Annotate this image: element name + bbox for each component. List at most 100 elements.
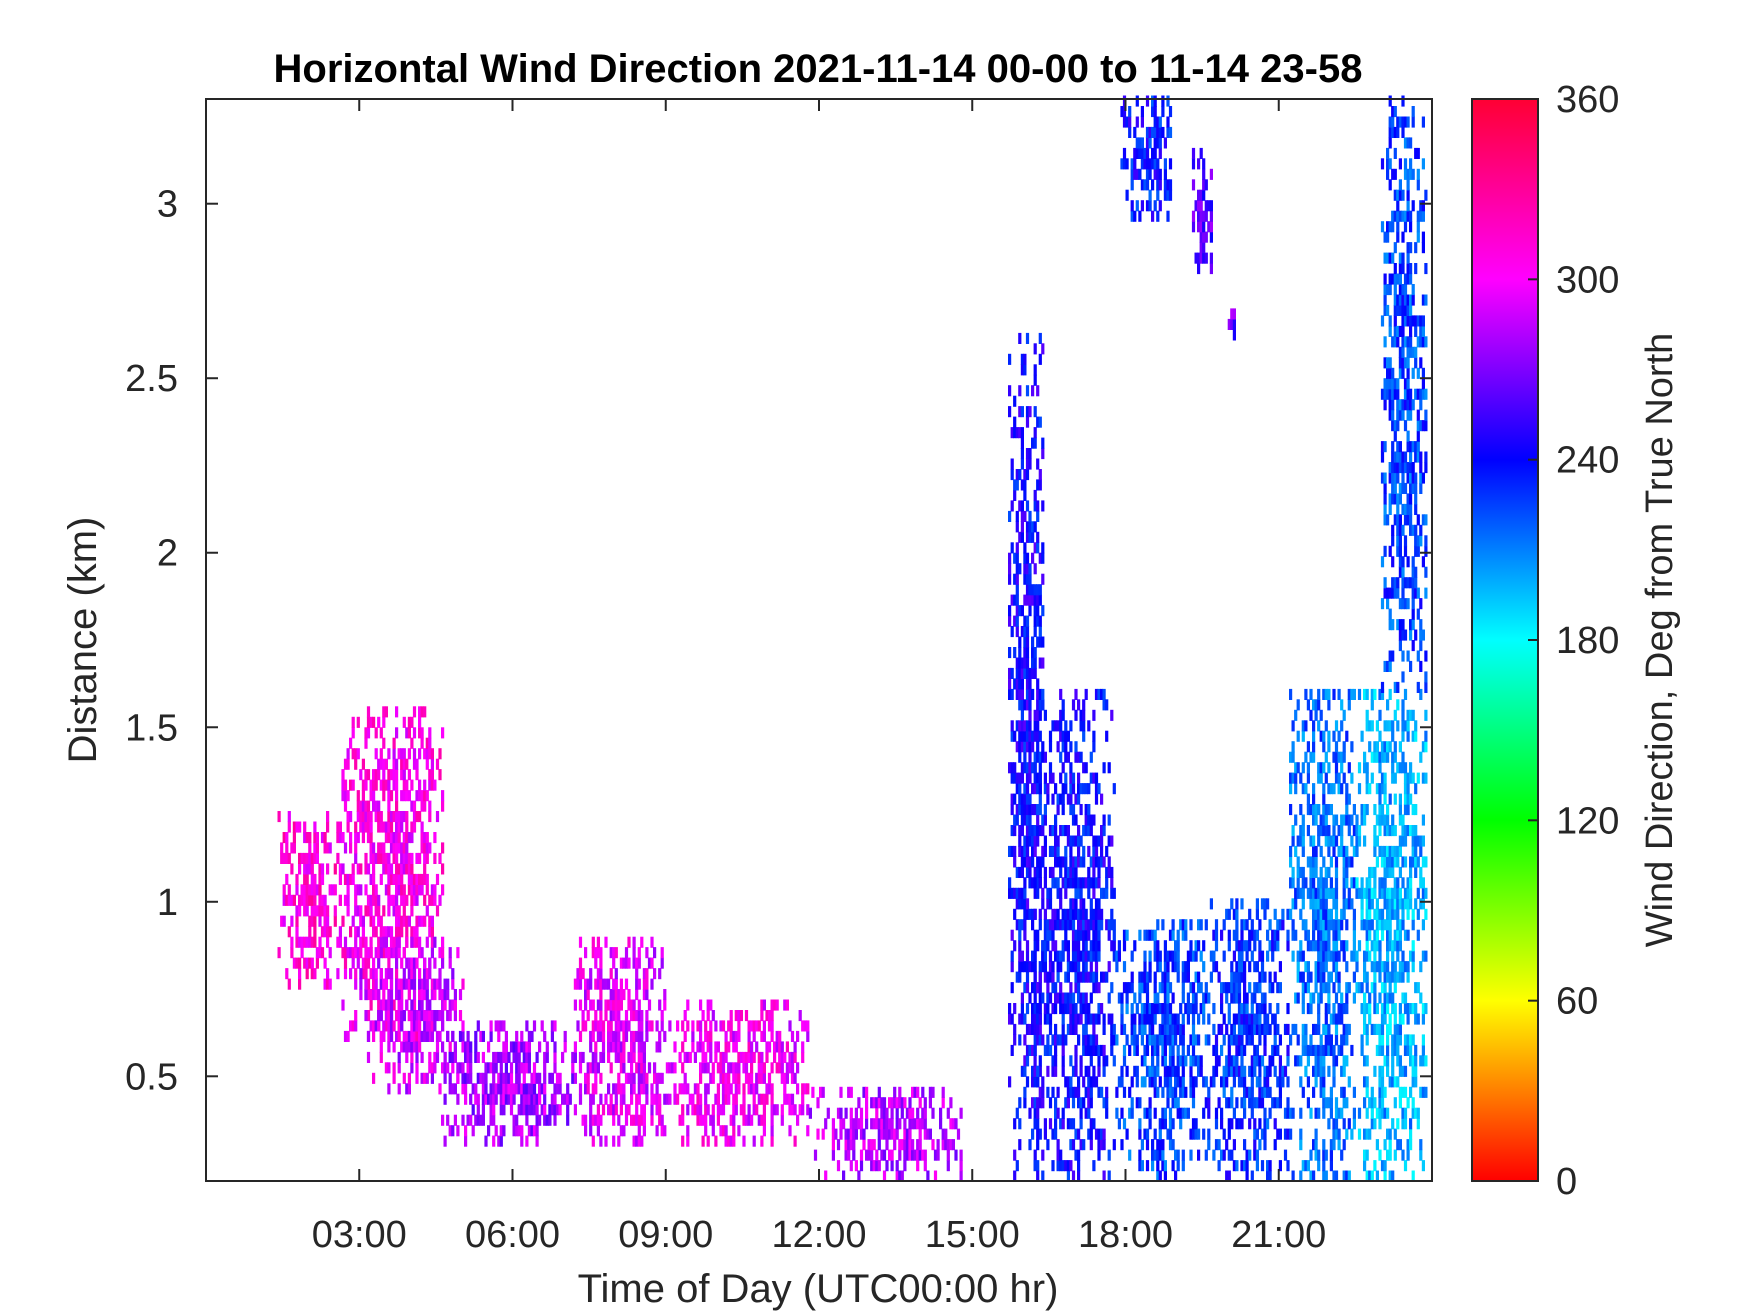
- heatmap-cell: [1391, 762, 1395, 774]
- heatmap-cell: [619, 1062, 623, 1074]
- heatmap-cell: [1020, 793, 1024, 805]
- heatmap-cell: [1028, 908, 1032, 920]
- heatmap-cell: [1217, 1055, 1221, 1067]
- heatmap-cell: [1258, 1139, 1262, 1151]
- heatmap-cell: [430, 915, 434, 927]
- heatmap-cell: [1375, 929, 1379, 941]
- heatmap-cell: [372, 863, 376, 875]
- heatmap-cell: [607, 1104, 611, 1116]
- heatmap-cell: [1046, 1034, 1050, 1046]
- heatmap-cell: [1365, 982, 1369, 994]
- heatmap-cell: [1393, 1013, 1397, 1025]
- heatmap-cell: [1094, 929, 1099, 941]
- heatmap-cell: [1010, 762, 1014, 774]
- heatmap-cell: [767, 1083, 772, 1095]
- heatmap-cell: [1038, 469, 1042, 481]
- heatmap-cell: [584, 1125, 588, 1137]
- heatmap-cell: [351, 727, 355, 739]
- heatmap-cell: [1059, 688, 1063, 700]
- heatmap-cell: [1301, 720, 1305, 732]
- heatmap-cell: [1199, 950, 1203, 962]
- heatmap-cell: [392, 894, 396, 906]
- heatmap-cell: [747, 1104, 751, 1116]
- heatmap-cell: [1243, 982, 1247, 994]
- heatmap-cell: [596, 1114, 600, 1126]
- heatmap-cell: [849, 1160, 853, 1172]
- heatmap-cell: [1401, 877, 1405, 889]
- heatmap-cell: [1301, 835, 1305, 847]
- heatmap-cell: [1360, 982, 1364, 994]
- heatmap-cell: [1398, 898, 1402, 910]
- heatmap-cell: [1018, 1118, 1022, 1130]
- heatmap-cell: [1334, 950, 1339, 962]
- heatmap-cell: [392, 769, 396, 781]
- heatmap-cell: [338, 832, 342, 844]
- heatmap-cell: [443, 989, 447, 1001]
- heatmap-cell: [599, 947, 603, 959]
- heatmap-cell: [1028, 814, 1032, 826]
- heatmap-cell: [1112, 929, 1116, 941]
- heatmap-cell: [1291, 919, 1295, 931]
- heatmap-cell: [1054, 825, 1058, 837]
- heatmap-cell: [405, 832, 409, 844]
- heatmap-cell: [1253, 961, 1257, 973]
- heatmap-cell: [622, 1030, 626, 1042]
- heatmap-cell: [384, 852, 388, 864]
- heatmap-cell: [1386, 929, 1390, 941]
- heatmap-cell: [1340, 1149, 1344, 1161]
- heatmap-cell: [1174, 1149, 1178, 1161]
- heatmap-cell: [1115, 950, 1119, 962]
- heatmap-cell: [1069, 919, 1073, 931]
- heatmap-cell: [847, 1086, 851, 1098]
- heatmap-cell: [433, 832, 437, 844]
- heatmap-cell: [1018, 1034, 1022, 1046]
- heatmap-cell: [573, 1041, 577, 1053]
- heatmap-cell: [512, 1051, 516, 1063]
- heatmap-cell: [663, 999, 667, 1011]
- heatmap-cell: [341, 863, 345, 875]
- heatmap-cell: [870, 1149, 874, 1161]
- heatmap-cell: [933, 1149, 938, 1161]
- heatmap-cell: [1143, 929, 1147, 941]
- heatmap-cell: [1314, 699, 1318, 711]
- heatmap-cell: [469, 1051, 473, 1063]
- heatmap-cell: [1181, 1055, 1185, 1067]
- heatmap-cell: [699, 1062, 703, 1074]
- heatmap-cell: [461, 978, 465, 990]
- heatmap-cell: [1380, 1076, 1385, 1088]
- heatmap-cell: [1084, 919, 1088, 931]
- heatmap-cell: [1089, 1097, 1093, 1109]
- heatmap-cell: [1314, 1107, 1318, 1119]
- heatmap-cell: [870, 1118, 874, 1130]
- heatmap-cell: [596, 968, 600, 980]
- heatmap-cell: [420, 842, 424, 854]
- heatmap-cell: [443, 1062, 447, 1074]
- heatmap-cell: [395, 915, 399, 927]
- heatmap-cell: [594, 1041, 598, 1053]
- heatmap-cell: [1025, 573, 1030, 585]
- heatmap-cell: [1260, 1055, 1265, 1067]
- heatmap-cell: [1375, 1023, 1379, 1035]
- heatmap-cell: [770, 1114, 774, 1126]
- heatmap-cell: [612, 957, 616, 969]
- heatmap-cell: [1064, 783, 1068, 795]
- heatmap-cell: [497, 1020, 501, 1032]
- heatmap-cell: [389, 769, 394, 781]
- heatmap-cell: [1350, 835, 1354, 847]
- heatmap-cell: [1373, 1003, 1377, 1015]
- heatmap-cell: [502, 1072, 506, 1084]
- heatmap-cell: [1184, 1086, 1188, 1098]
- heatmap-cell: [412, 1020, 417, 1032]
- heatmap-cell: [1296, 730, 1300, 742]
- heatmap-cell: [1156, 1149, 1160, 1161]
- heatmap-cell: [504, 1041, 508, 1053]
- heatmap-cell: [410, 737, 414, 749]
- heatmap-cell: [1079, 1118, 1083, 1130]
- heatmap-cell: [1403, 1065, 1408, 1077]
- heatmap-cell: [372, 1030, 376, 1042]
- heatmap-cell: [1324, 814, 1328, 826]
- heatmap-cell: [1008, 877, 1012, 889]
- heatmap-cell: [1061, 950, 1065, 962]
- heatmap-cell: [313, 905, 317, 917]
- heatmap-cell: [522, 1041, 526, 1053]
